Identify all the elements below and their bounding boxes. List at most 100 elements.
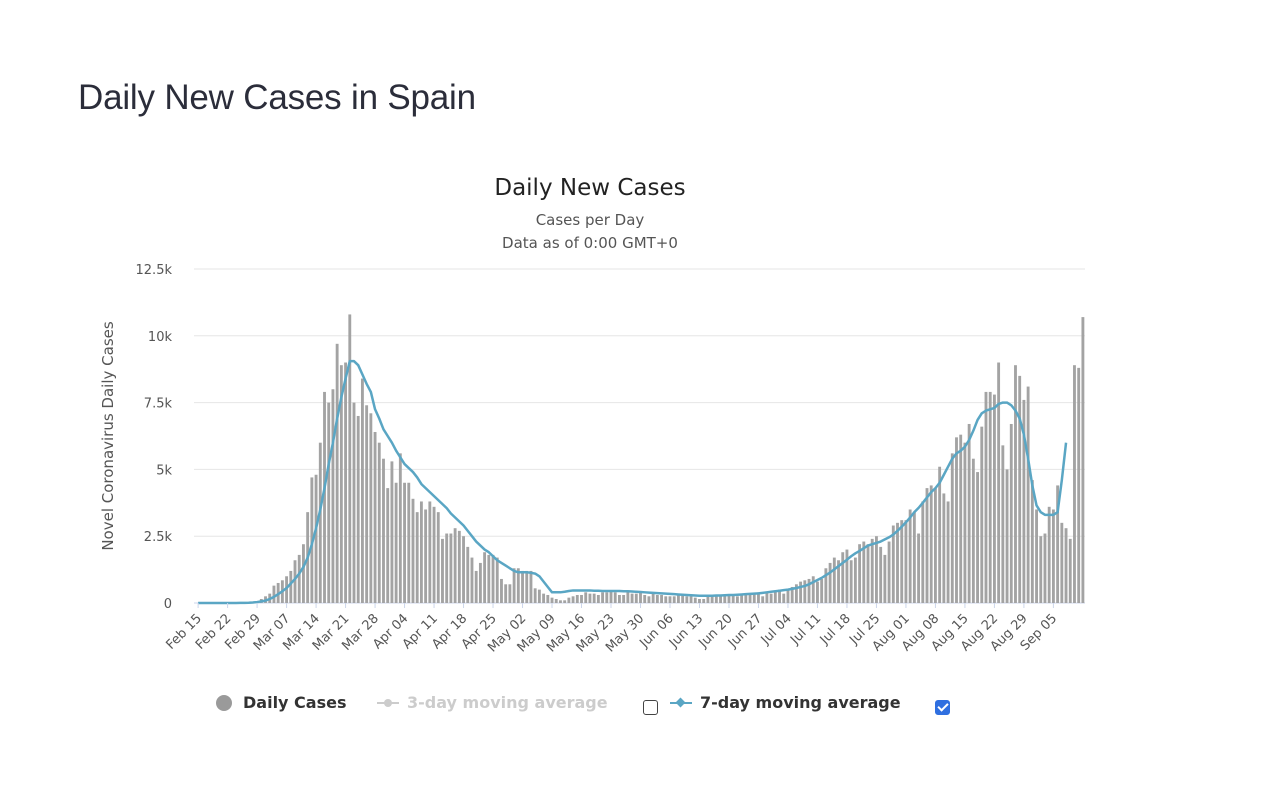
bar[interactable] xyxy=(411,498,415,603)
bar[interactable] xyxy=(272,585,276,603)
bar[interactable] xyxy=(875,536,878,603)
bar[interactable] xyxy=(592,593,596,603)
toggle-3-day-average-checkbox[interactable] xyxy=(643,700,658,715)
bar[interactable] xyxy=(853,557,857,603)
bar[interactable] xyxy=(963,442,967,603)
bar[interactable] xyxy=(891,525,895,603)
bar[interactable] xyxy=(457,530,461,603)
bar[interactable] xyxy=(921,501,925,603)
bar[interactable] xyxy=(386,488,390,603)
bar[interactable] xyxy=(580,594,583,603)
bar[interactable] xyxy=(403,482,406,603)
bar[interactable] xyxy=(1001,445,1005,603)
bar[interactable] xyxy=(955,437,958,603)
bar[interactable] xyxy=(285,576,289,603)
bar[interactable] xyxy=(929,485,933,603)
bar[interactable] xyxy=(727,594,731,603)
bar[interactable] xyxy=(685,596,689,603)
bar[interactable] xyxy=(559,600,562,603)
bar[interactable] xyxy=(647,596,651,603)
bar[interactable] xyxy=(542,593,546,603)
bar[interactable] xyxy=(1014,365,1017,603)
bar[interactable] xyxy=(858,544,862,603)
bar[interactable] xyxy=(563,600,567,603)
bar[interactable] xyxy=(441,538,444,603)
bar[interactable] xyxy=(702,598,706,603)
bar[interactable] xyxy=(1030,480,1034,603)
bar[interactable] xyxy=(428,501,432,603)
bar[interactable] xyxy=(516,568,520,603)
bar[interactable] xyxy=(537,589,541,603)
bar[interactable] xyxy=(348,314,352,603)
bar[interactable] xyxy=(314,474,318,603)
bar[interactable] xyxy=(837,560,840,603)
bar[interactable] xyxy=(933,488,937,603)
bar[interactable] xyxy=(605,592,609,603)
bar[interactable] xyxy=(618,594,621,603)
bar[interactable] xyxy=(1005,469,1009,603)
bar[interactable] xyxy=(533,588,537,603)
bar[interactable] xyxy=(1068,538,1072,603)
bar[interactable] xyxy=(1077,367,1081,603)
bar[interactable] xyxy=(529,570,533,603)
bar[interactable] xyxy=(546,594,550,603)
bar[interactable] xyxy=(710,594,714,603)
bar[interactable] xyxy=(487,554,491,603)
bar[interactable] xyxy=(478,562,482,603)
bar[interactable] xyxy=(588,593,592,603)
bar[interactable] xyxy=(302,544,305,603)
bar[interactable] xyxy=(908,509,912,603)
bar[interactable] xyxy=(584,592,588,603)
bar[interactable] xyxy=(327,402,331,603)
bar[interactable] xyxy=(824,568,828,603)
bar[interactable] xyxy=(849,560,853,603)
bar[interactable] xyxy=(575,594,579,603)
bar[interactable] xyxy=(942,493,946,603)
legend-item-daily-cases[interactable]: Daily Cases xyxy=(216,693,346,712)
bar[interactable] xyxy=(757,592,760,603)
bar[interactable] xyxy=(634,593,638,603)
bar[interactable] xyxy=(1047,506,1051,603)
bar[interactable] xyxy=(521,570,524,603)
bar[interactable] xyxy=(630,593,634,603)
bar[interactable] xyxy=(976,472,979,603)
bar[interactable] xyxy=(748,593,752,603)
bar[interactable] xyxy=(660,594,663,603)
bar[interactable] xyxy=(318,442,322,603)
bar[interactable] xyxy=(799,581,803,603)
bar[interactable] xyxy=(912,512,916,603)
bar[interactable] xyxy=(626,592,630,603)
bar[interactable] xyxy=(693,597,697,603)
bar[interactable] xyxy=(816,581,819,603)
bar[interactable] xyxy=(596,594,600,603)
bar[interactable] xyxy=(297,554,301,603)
bar[interactable] xyxy=(959,434,963,603)
bar[interactable] xyxy=(415,512,419,603)
bar[interactable] xyxy=(622,594,626,603)
bar[interactable] xyxy=(832,557,836,603)
bar[interactable] xyxy=(820,578,824,603)
bar[interactable] xyxy=(883,554,887,603)
bar[interactable] xyxy=(676,594,680,603)
bar[interactable] xyxy=(289,570,293,603)
bar[interactable] xyxy=(1018,375,1022,603)
bar[interactable] xyxy=(803,580,807,603)
bar[interactable] xyxy=(293,560,297,603)
bar[interactable] xyxy=(571,596,575,603)
bar[interactable] xyxy=(609,590,613,603)
bar[interactable] xyxy=(938,466,942,603)
bar[interactable] xyxy=(778,589,781,603)
bar[interactable] xyxy=(681,594,685,603)
bar[interactable] xyxy=(377,442,381,603)
bar[interactable] xyxy=(369,413,373,603)
bar[interactable] xyxy=(845,549,849,603)
bar[interactable] xyxy=(500,578,503,603)
bar[interactable] xyxy=(407,482,411,603)
bar[interactable] xyxy=(445,533,449,603)
bar[interactable] xyxy=(698,598,701,603)
bar[interactable] xyxy=(668,596,672,603)
bar[interactable] xyxy=(1051,509,1055,603)
bar[interactable] xyxy=(1043,533,1047,603)
bar[interactable] xyxy=(689,596,693,603)
bar[interactable] xyxy=(525,570,529,603)
